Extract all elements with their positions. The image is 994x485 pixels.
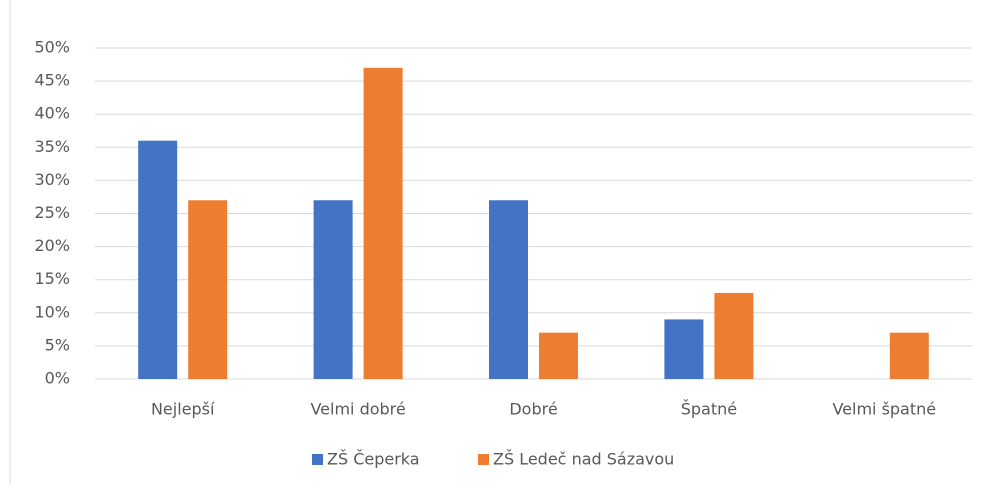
bar bbox=[714, 292, 754, 379]
y-tick-label: 15% bbox=[34, 269, 70, 288]
y-tick-label: 5% bbox=[45, 335, 70, 354]
y-tick-label: 35% bbox=[34, 137, 70, 156]
x-tick-label: Nejlepší bbox=[151, 400, 215, 419]
y-tick-label: 0% bbox=[45, 369, 70, 388]
bar bbox=[363, 67, 403, 380]
y-tick-label: 50% bbox=[34, 38, 70, 57]
legend-swatch bbox=[478, 454, 489, 465]
y-tick-label: 20% bbox=[34, 236, 70, 255]
legend-label: ZŠ Čeperka bbox=[327, 450, 420, 469]
y-tick-label: 45% bbox=[34, 71, 70, 90]
y-tick-label: 25% bbox=[34, 203, 70, 222]
y-tick-label: 10% bbox=[34, 302, 70, 321]
bar bbox=[664, 319, 704, 379]
x-tick-label: Velmi špatné bbox=[832, 400, 936, 419]
bar bbox=[188, 200, 228, 379]
bar bbox=[489, 200, 528, 379]
bar bbox=[889, 332, 929, 379]
x-tick-label: Špatné bbox=[681, 400, 737, 419]
bar bbox=[138, 140, 178, 379]
legend-swatch bbox=[312, 454, 323, 465]
x-tick-label: Dobré bbox=[509, 400, 557, 419]
bar bbox=[539, 332, 578, 379]
x-tick-label: Velmi dobré bbox=[310, 400, 405, 419]
bar bbox=[313, 200, 353, 379]
legend-label: ZŠ Ledeč nad Sázavou bbox=[493, 450, 674, 469]
y-tick-label: 40% bbox=[34, 104, 70, 123]
y-tick-label: 30% bbox=[34, 170, 70, 189]
